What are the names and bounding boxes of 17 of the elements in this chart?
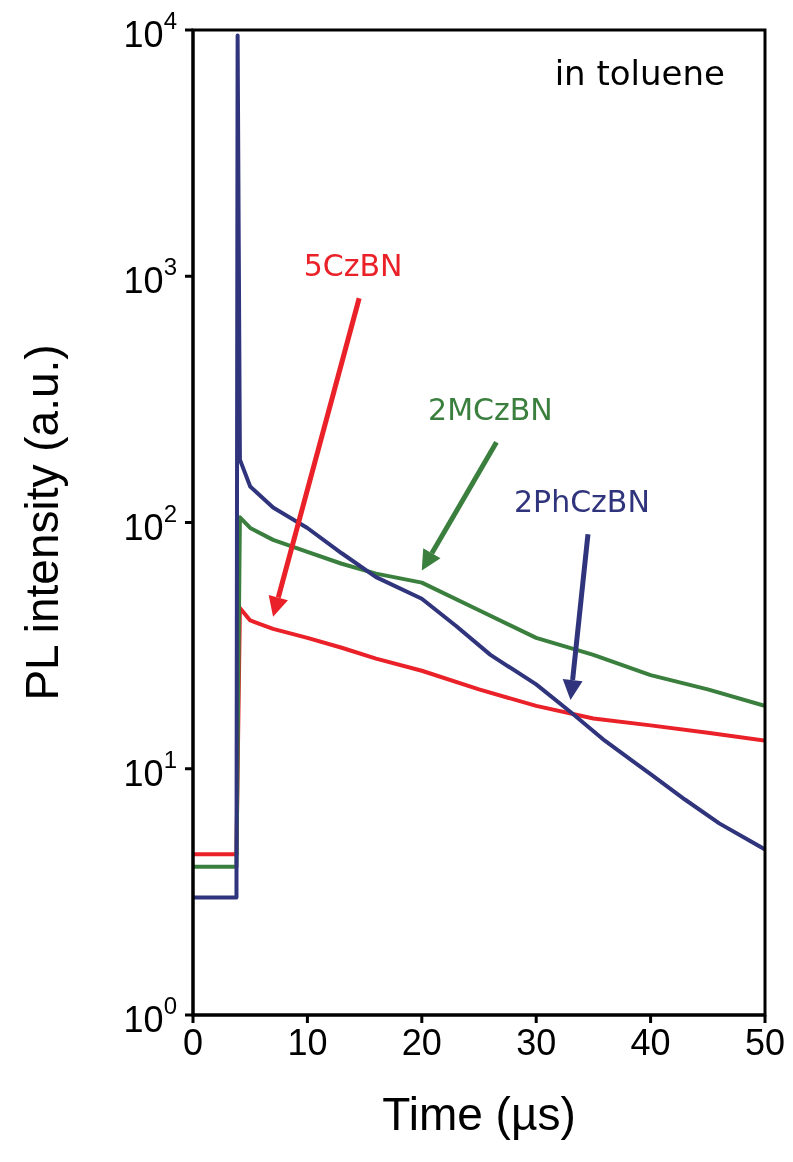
- y-tick-label: 10$^{2}$: [123, 499, 177, 547]
- x-tick-label: 20: [401, 1021, 442, 1063]
- x-axis-title: Time (µs): [382, 1088, 576, 1140]
- x-tick-label: 40: [630, 1021, 671, 1063]
- y-tick-label: 10$^{3}$: [123, 253, 177, 301]
- y-tick-label: 10$^{1}$: [123, 745, 177, 794]
- text: 2MCzBN: [428, 392, 553, 428]
- y-tick-label: 10$^{4}$: [123, 7, 177, 55]
- y-axis-title: PL intensity (a.u.): [16, 344, 69, 701]
- y-tick-label: 10$^{0}$: [123, 992, 177, 1040]
- text: 5CzBN: [303, 248, 403, 284]
- x-tick-label: 50: [744, 1021, 786, 1063]
- x-tick-label: 10: [287, 1021, 328, 1063]
- x-tick-label: 30: [516, 1021, 557, 1063]
- x-tick-label: 0: [182, 1021, 204, 1063]
- text: 2PhCzBN: [514, 484, 650, 520]
- annotation: in toluene: [554, 53, 725, 93]
